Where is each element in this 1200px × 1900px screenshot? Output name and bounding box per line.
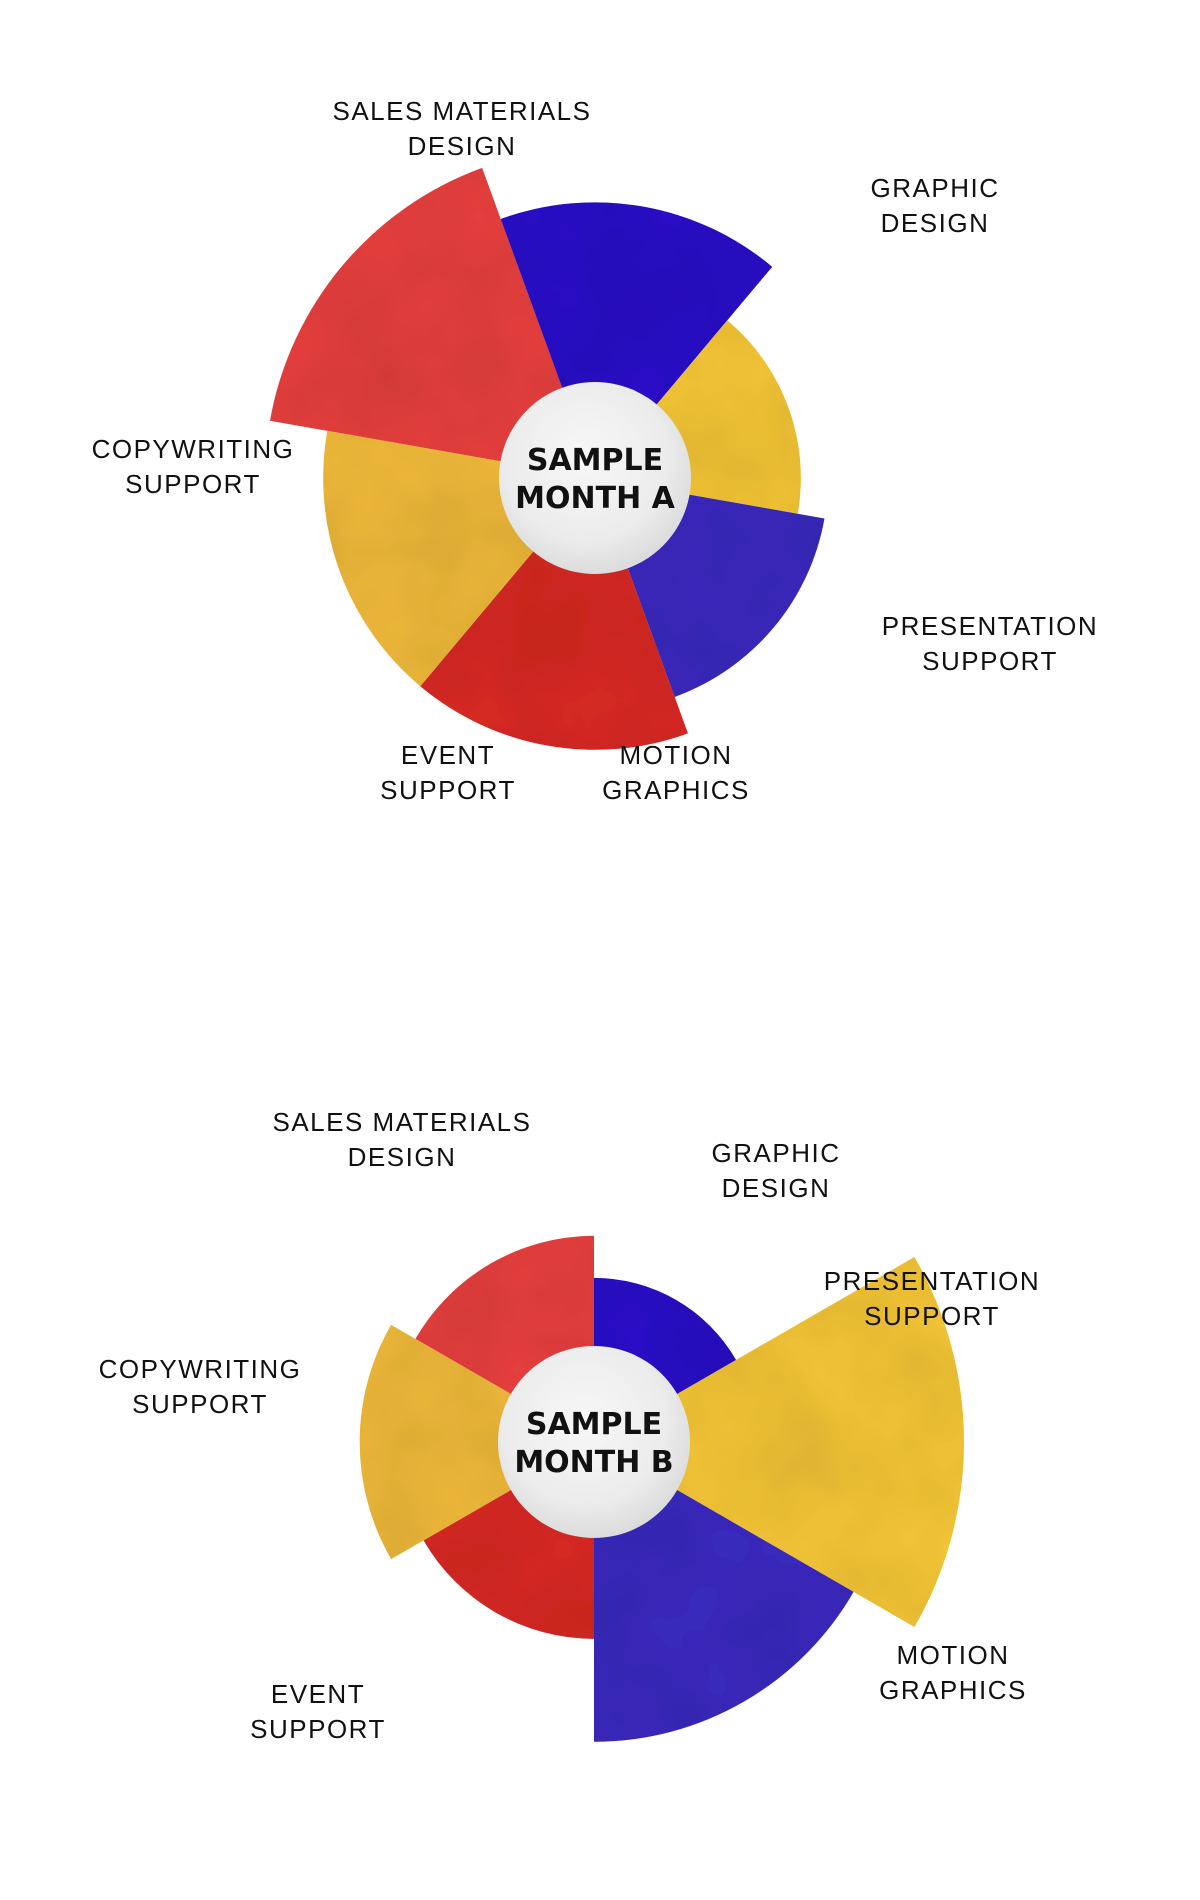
wedge-presentation-support xyxy=(500,202,773,408)
category-label-event-support: EVENT SUPPORT xyxy=(250,1679,386,1744)
category-label-copywriting-support: COPYWRITING SUPPORT xyxy=(92,434,295,499)
center-label: SAMPLE MONTH B xyxy=(514,1407,673,1480)
wedge-event-support xyxy=(594,1488,854,1742)
category-label-graphic-design: GRAPHIC DESIGN xyxy=(871,173,1000,238)
center-label: SAMPLE MONTH A xyxy=(515,443,675,516)
polar-chart-month-a: GRAPHIC DESIGN PRESENTATION SUPPORT MOTION GR… xyxy=(92,96,1098,805)
wedge-motion-graphics xyxy=(673,1257,964,1627)
category-label-motion-graphics: MOTION GRAPHICS xyxy=(602,740,750,805)
wedge-copywriting-support xyxy=(420,548,688,750)
category-label-sales-materials-design: SALES MATERIALS DESIGN xyxy=(273,1107,532,1172)
category-label-sales-materials-design: SALES MATERIALS DESIGN xyxy=(333,96,592,161)
category-label-presentation-support: PRESENTATION SUPPORT xyxy=(824,1266,1040,1331)
center-disc xyxy=(499,382,691,574)
category-label-motion-graphics: MOTION GRAPHICS xyxy=(879,1640,1027,1705)
wedge-graphic-design xyxy=(270,167,564,463)
polar-chart-month-b: GRAPHIC DESIGN PRESENTATION SUPPORT MOTION GR… xyxy=(99,1107,1040,1744)
category-label-event-support: EVENT SUPPORT xyxy=(380,740,516,805)
center-disc xyxy=(498,1346,690,1538)
category-label-copywriting-support: COPYWRITING SUPPORT xyxy=(99,1354,302,1419)
wedge-motion-graphics xyxy=(654,320,801,514)
wedge-sales-materials-design xyxy=(359,1324,515,1560)
wedge-sales-materials-design xyxy=(323,430,536,687)
wedge-graphic-design xyxy=(415,1235,594,1396)
category-label-presentation-support: PRESENTATION SUPPORT xyxy=(882,611,1098,676)
wedge-event-support xyxy=(626,493,825,697)
category-label-graphic-design: GRAPHIC DESIGN xyxy=(712,1138,841,1203)
wedge-presentation-support xyxy=(594,1277,737,1396)
